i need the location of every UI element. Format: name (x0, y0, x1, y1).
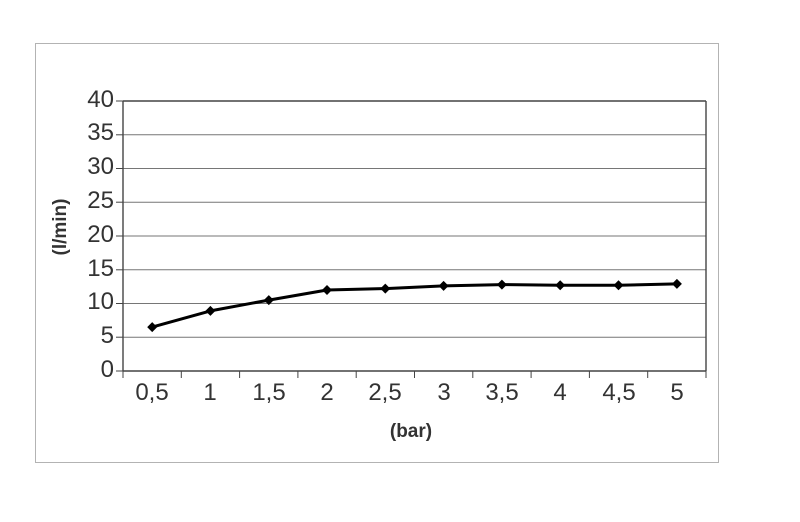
svg-text:3,5: 3,5 (485, 379, 518, 406)
svg-text:2,5: 2,5 (368, 379, 401, 406)
svg-text:2: 2 (320, 379, 333, 406)
svg-text:0,5: 0,5 (135, 379, 168, 406)
svg-text:(bar): (bar) (390, 421, 432, 442)
svg-text:10: 10 (87, 288, 114, 315)
svg-text:3: 3 (437, 379, 450, 406)
svg-text:25: 25 (87, 187, 114, 214)
svg-text:(l/min): (l/min) (50, 199, 71, 256)
svg-text:20: 20 (87, 221, 114, 248)
svg-text:15: 15 (87, 255, 114, 282)
svg-text:4,5: 4,5 (602, 379, 635, 406)
svg-text:1,5: 1,5 (252, 379, 285, 406)
svg-text:40: 40 (87, 86, 114, 113)
svg-text:35: 35 (87, 119, 114, 146)
svg-text:4: 4 (553, 379, 566, 406)
svg-text:1: 1 (203, 379, 216, 406)
svg-text:30: 30 (87, 153, 114, 180)
svg-text:5: 5 (670, 379, 683, 406)
svg-text:5: 5 (101, 322, 114, 349)
svg-text:0: 0 (101, 356, 114, 383)
